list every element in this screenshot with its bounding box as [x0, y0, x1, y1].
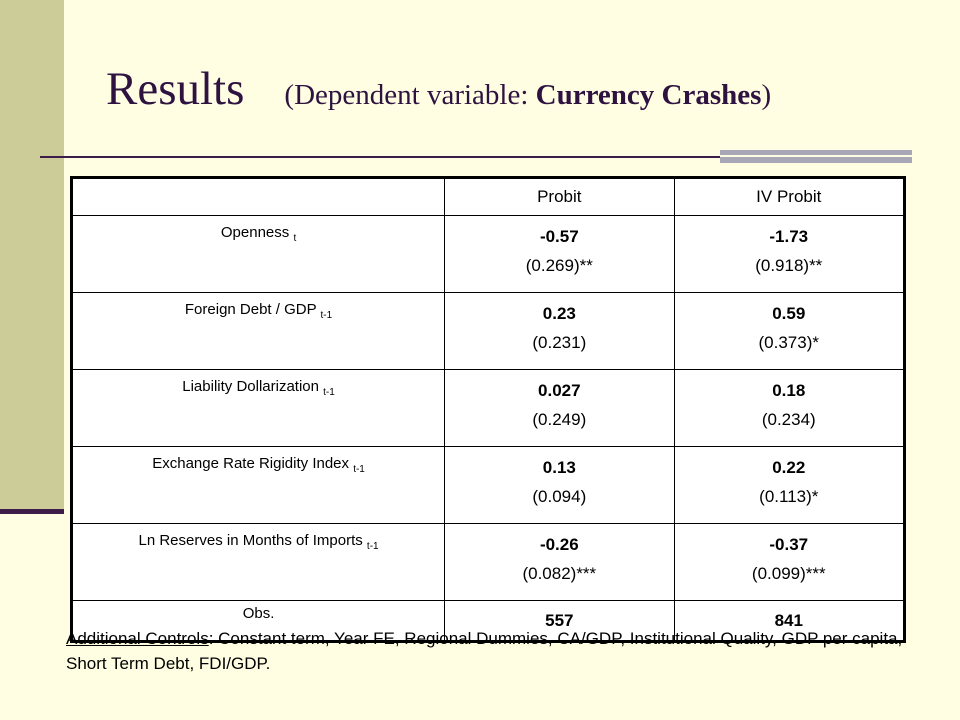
header-cell-empty: [70, 177, 446, 216]
header-cell-probit: Probit: [444, 177, 675, 216]
probit-cell: -0.26 (0.082)***: [444, 523, 675, 601]
probit-se: (0.231): [532, 333, 587, 352]
row-label: Ln Reserves in Months of Imports t-1: [70, 523, 446, 601]
side-accent-bar: [0, 0, 64, 510]
probit-se: (0.269)**: [525, 256, 593, 275]
iv-se: (0.113)*: [759, 487, 819, 506]
iv-probit-cell: -1.73 (0.918)**: [673, 215, 906, 293]
row-label-subscript: t-1: [353, 464, 365, 475]
iv-se: (0.373)*: [758, 333, 819, 352]
iv-coef: -1.73: [769, 227, 809, 246]
results-table: Probit IV Probit Openness t -0.57 (0.269)…: [70, 176, 906, 643]
header-cell-iv-probit: IV Probit: [673, 177, 906, 216]
table-row: Foreign Debt / GDP t-1 0.23 (0.231) 0.59 (…: [70, 292, 906, 370]
iv-probit-cell: -0.37 (0.099)***: [673, 523, 906, 601]
title-rule-accent-top: [720, 150, 912, 155]
iv-coef: 0.22: [772, 458, 806, 477]
iv-coef: -0.37: [769, 535, 809, 554]
footnote-heading: Additional Controls: [66, 629, 209, 648]
subtitle-bold: Currency Crashes: [535, 79, 762, 111]
row-label: Liability Dollarization t-1: [70, 369, 446, 447]
subtitle-suffix: ): [761, 79, 772, 111]
iv-se: (0.099)***: [751, 564, 826, 583]
row-label: Foreign Debt / GDP t-1: [70, 292, 446, 370]
probit-coef: 0.13: [542, 458, 576, 477]
table-row-obs: Obs. 557 841: [70, 600, 906, 642]
iv-probit-cell: 0.18 (0.234): [673, 369, 906, 447]
iv-coef: 0.18: [772, 381, 806, 400]
obs-probit: 557: [444, 600, 675, 642]
title-rule: [40, 156, 720, 158]
iv-coef: 0.59: [772, 304, 806, 323]
title-rule-accent-bottom: [720, 157, 912, 163]
probit-coef: 0.027: [538, 381, 581, 400]
row-label-subscript: t-1: [320, 310, 333, 321]
table-row: Openness t -0.57 (0.269)** -1.73 (0.918)**: [70, 215, 906, 293]
slide-title: Results (Dependent variable: Currency Cra…: [106, 62, 771, 116]
probit-se: (0.094): [532, 487, 587, 506]
probit-coef: 0.23: [542, 304, 576, 323]
title-main: Results: [106, 63, 245, 115]
obs-iv-probit: 841: [673, 600, 906, 642]
footnote: Additional Controls: Constant term, Year…: [66, 626, 906, 676]
iv-probit-cell: 0.59 (0.373)*: [673, 292, 906, 370]
title-subtitle: (Dependent variable: Currency Crashes): [284, 79, 771, 111]
probit-coef: -0.57: [539, 227, 579, 246]
obs-label: Obs.: [70, 600, 446, 642]
row-label: Openness t: [70, 215, 446, 293]
subtitle-prefix: (Dependent variable:: [284, 79, 536, 111]
probit-cell: -0.57 (0.269)**: [444, 215, 675, 293]
side-accent-tick: [0, 509, 64, 514]
probit-cell: 0.027 (0.249): [444, 369, 675, 447]
row-label-subscript: t: [293, 233, 297, 244]
footnote-text: : Constant term, Year FE, Regional Dummi…: [66, 629, 903, 673]
table-row: Liability Dollarization t-1 0.027 (0.249)…: [70, 369, 906, 447]
probit-coef: -0.26: [539, 535, 579, 554]
row-label: Exchange Rate Rigidity Index t-1: [70, 446, 446, 524]
row-label-subscript: t-1: [366, 541, 379, 552]
row-label-subscript: t-1: [323, 387, 335, 398]
iv-se: (0.234): [761, 410, 816, 429]
table-row: Ln Reserves in Months of Imports t-1 -0.…: [70, 523, 906, 601]
probit-cell: 0.23 (0.231): [444, 292, 675, 370]
iv-probit-cell: 0.22 (0.113)*: [673, 446, 906, 524]
table-row: Exchange Rate Rigidity Index t-1 0.13 (0.…: [70, 446, 906, 524]
probit-cell: 0.13 (0.094): [444, 446, 675, 524]
probit-se: (0.082)***: [522, 564, 597, 583]
iv-se: (0.918)**: [755, 256, 823, 275]
table-header-row: Probit IV Probit: [70, 177, 906, 216]
probit-se: (0.249): [532, 410, 587, 429]
